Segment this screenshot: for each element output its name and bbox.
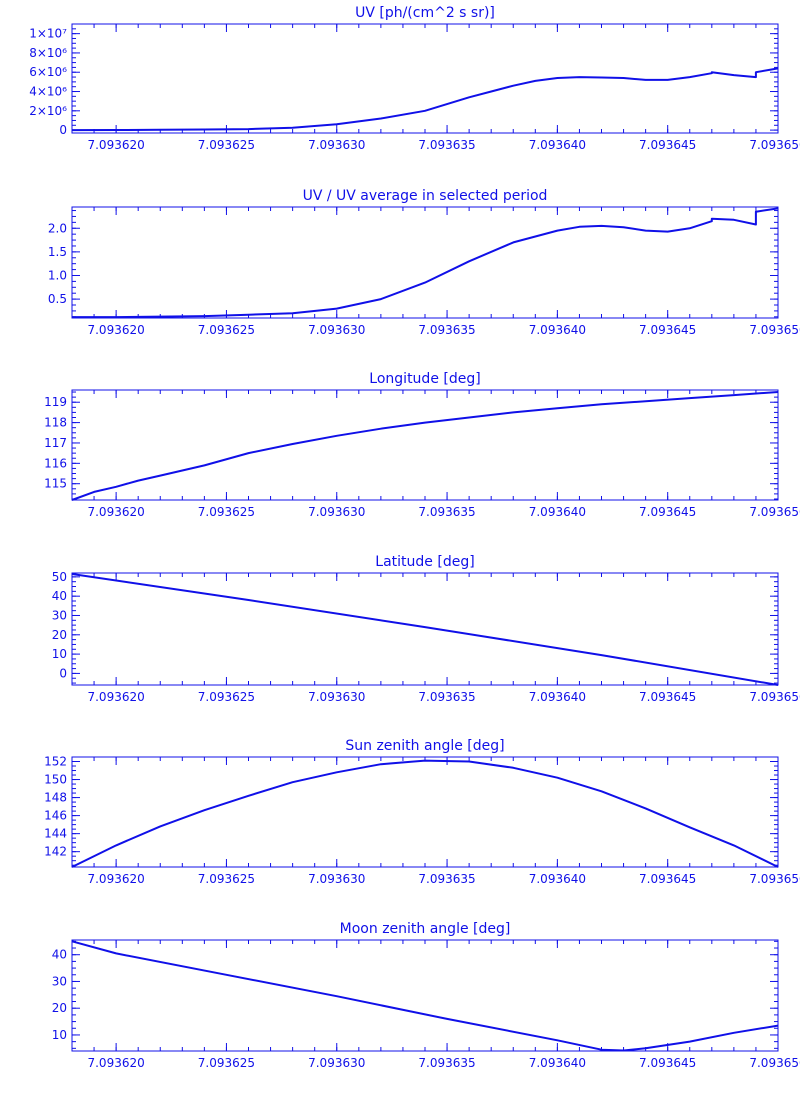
latitude-deg-x-tick-label: 7.093630 [308,690,365,704]
sun-zenith-angle-deg-y-tick-label: 148 [44,791,67,805]
sun-zenith-angle-deg-title: Sun zenith angle [deg] [345,738,504,754]
latitude-deg-x-tick-label: 7.093620 [87,690,144,704]
uv-ph-cm-2-s-sr-y-tick-label: 2×10⁶ [29,104,67,118]
uv-uv-average-in-selected-period-title: UV / UV average in selected period [303,188,548,204]
uv-ph-cm-2-s-sr-series-line [71,67,779,132]
uv-uv-average-in-selected-period-plot-frame [71,206,779,319]
sun-zenith-angle-deg-series-line [71,759,779,868]
uv-uv-average-in-selected-period-y-tick-label: 0.5 [48,292,67,306]
moon-zenith-angle-deg-title: Moon zenith angle [deg] [340,921,511,937]
longitude-deg-x-tick-label: 7.093635 [418,505,475,519]
sun-zenith-angle-deg-x-tick-label: 7.093620 [87,872,144,886]
uv-uv-average-in-selected-period-x-tick-label: 7.093645 [639,323,696,337]
moon-zenith-angle-deg-x-tick-label: 7.093635 [418,1056,475,1070]
latitude-deg-y-tick-label: 20 [52,628,67,642]
sun-zenith-angle-deg-y-tick-label: 146 [44,809,67,823]
longitude-deg-x-tick-label: 7.093640 [529,505,586,519]
sun-zenith-angle-deg-y-tick-label: 142 [44,845,67,859]
moon-zenith-angle-deg-x-tick-label: 7.093645 [639,1056,696,1070]
uv-uv-average-in-selected-period-y-tick-label: 1.5 [48,245,67,259]
uv-ph-cm-2-s-sr-x-tick-label: 7.093630 [308,138,365,152]
uv-ph-cm-2-s-sr-x-tick-label: 7.093645 [639,138,696,152]
moon-zenith-angle-deg-panel: Moon zenith angle [deg] 7.093620 7.093625 7… [52,921,800,1070]
latitude-deg-y-tick-label: 50 [52,570,67,584]
latitude-deg-x-tick-label: 7.093635 [418,690,475,704]
uv-uv-average-in-selected-period-x-tick-label: 7.093625 [198,323,255,337]
sun-zenith-angle-deg-x-tick-label: 7.093645 [639,872,696,886]
sun-zenith-angle-deg-x-tick-label: 7.093625 [198,872,255,886]
longitude-deg-x-tick-label: 7.093630 [308,505,365,519]
longitude-deg-y-tick-label: 115 [44,477,67,491]
longitude-deg-x-tick-label: 7.093625 [198,505,255,519]
uv-ph-cm-2-s-sr-y-tick-label: 0 [59,123,67,137]
latitude-deg-y-tick-label: 10 [52,647,67,661]
longitude-deg-panel: Longitude [deg] 7.093620 7.093625 7.093630 7… [44,371,800,519]
latitude-deg-x-tick-label: 7.093640 [529,690,586,704]
latitude-deg-x-tick-label: 7.093625 [198,690,255,704]
longitude-deg-y-tick-label: 119 [44,395,67,409]
latitude-deg-x-tick-label: 7.093645 [639,690,696,704]
uv-uv-average-in-selected-period-y-tick-label: 2.0 [48,221,67,235]
uv-uv-average-in-selected-period-y-tick-label: 1.0 [48,268,67,282]
moon-zenith-angle-deg-x-tick-label: 7.093640 [529,1056,586,1070]
uv-ph-cm-2-s-sr-x-tick-label: 7.093620 [87,138,144,152]
moon-zenith-angle-deg-y-tick-label: 40 [52,948,67,962]
uv-uv-average-in-selected-period-x-tick-label: 7.093620 [87,323,144,337]
uv-ph-cm-2-s-sr-x-tick-label: 7.093625 [198,138,255,152]
latitude-deg-series-line [71,573,779,686]
sun-zenith-angle-deg-x-tick-label: 7.093635 [418,872,475,886]
longitude-deg-plot-frame [71,389,779,501]
sun-zenith-angle-deg-plot-frame [71,756,779,868]
longitude-deg-y-tick-label: 117 [44,436,67,450]
moon-zenith-angle-deg-y-tick-label: 10 [52,1028,67,1042]
uv-ph-cm-2-s-sr-y-tick-label: 8×10⁶ [29,46,67,60]
moon-zenith-angle-deg-x-tick-label: 7.093630 [308,1056,365,1070]
moon-zenith-angle-deg-y-tick-label: 30 [52,974,67,988]
uv-uv-average-in-selected-period-panel: UV / UV average in selected period 7.0936… [48,188,800,337]
sun-zenith-angle-deg-x-tick-label: 7.093630 [308,872,365,886]
latitude-deg-title: Latitude [deg] [375,554,474,570]
uv-ph-cm-2-s-sr-y-tick-label: 4×10⁶ [29,85,67,99]
sun-zenith-angle-deg-panel: Sun zenith angle [deg] 7.093620 7.093625 7.… [44,738,800,886]
longitude-deg-y-tick-label: 116 [44,456,67,470]
latitude-deg-y-tick-label: 0 [59,666,67,680]
uv-ph-cm-2-s-sr-y-tick-label: 1×10⁷ [29,27,67,41]
longitude-deg-series-line [71,391,779,501]
uv-ph-cm-2-s-sr-x-tick-label: 7.093635 [418,138,475,152]
uv-ph-cm-2-s-sr-x-tick-label: 7.093640 [529,138,586,152]
longitude-deg-x-tick-label: 7.093620 [87,505,144,519]
latitude-deg-y-tick-label: 40 [52,589,67,603]
uv-ph-cm-2-s-sr-panel: UV [ph/(cm^2 s sr)] 7.093620 7.093625 7.093… [29,5,800,152]
sun-zenith-angle-deg-x-tick-label: 7.093640 [529,872,586,886]
latitude-deg-y-tick-label: 30 [52,608,67,622]
uv-uv-average-in-selected-period-x-tick-label: 7.093635 [418,323,475,337]
moon-zenith-angle-deg-series-line [71,940,779,1052]
uv-ph-cm-2-s-sr-title: UV [ph/(cm^2 s sr)] [355,5,495,21]
uv-uv-average-in-selected-period-series-line [72,207,779,319]
uv-ph-cm-2-s-sr-y-tick-label: 6×10⁶ [29,65,67,79]
longitude-deg-y-tick-label: 118 [44,416,67,430]
moon-zenith-angle-deg-plot-frame [71,939,779,1052]
sun-zenith-angle-deg-y-tick-label: 152 [44,755,67,769]
moon-zenith-angle-deg-x-tick-label: 7.093620 [87,1056,144,1070]
uv-uv-average-in-selected-period-x-tick-label: 7.093640 [529,323,586,337]
sun-zenith-angle-deg-y-tick-label: 150 [44,773,67,787]
longitude-deg-x-tick-label: 7.093645 [639,505,696,519]
moon-zenith-angle-deg-x-tick-label: 7.093625 [198,1056,255,1070]
uv-uv-average-in-selected-period-x-tick-label: 7.093630 [308,323,365,337]
latitude-deg-panel: Latitude [deg] 7.093620 7.093625 7.093630 7.… [52,554,800,704]
sun-zenith-angle-deg-y-tick-label: 144 [44,827,67,841]
moon-zenith-angle-deg-y-tick-label: 20 [52,1001,67,1015]
longitude-deg-title: Longitude [deg] [369,371,480,387]
